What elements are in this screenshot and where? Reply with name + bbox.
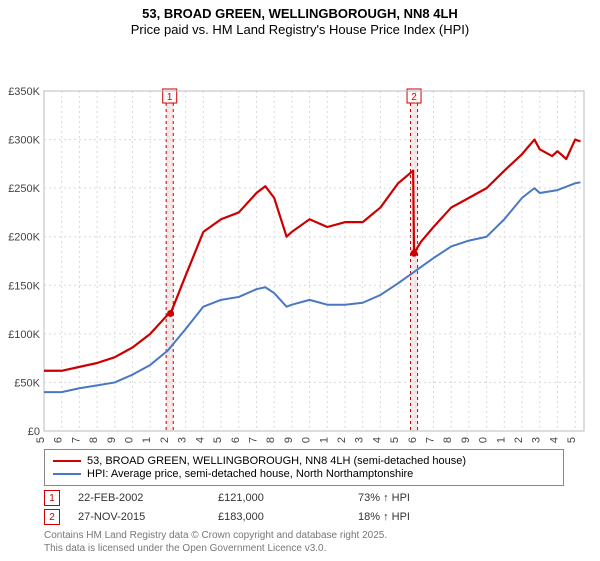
svg-text:2002: 2002 xyxy=(159,437,171,443)
svg-text:£200K: £200K xyxy=(8,232,40,244)
legend-label: 53, BROAD GREEN, WELLINGBOROUGH, NN8 4LH… xyxy=(87,455,466,467)
svg-text:2007: 2007 xyxy=(247,437,259,443)
footer: Contains HM Land Registry data © Crown c… xyxy=(44,529,588,555)
svg-text:2009: 2009 xyxy=(283,437,295,443)
marker-table: 1 22-FEB-2002 £121,000 73% ↑ HPI 2 27-NO… xyxy=(44,490,564,525)
legend-row: 53, BROAD GREEN, WELLINGBOROUGH, NN8 4LH… xyxy=(53,455,555,467)
chart-container: 53, BROAD GREEN, WELLINGBOROUGH, NN8 4LH… xyxy=(0,0,600,555)
svg-text:£150K: £150K xyxy=(8,280,40,292)
svg-text:1999: 1999 xyxy=(106,437,118,443)
marker-price: £121,000 xyxy=(218,492,358,504)
marker-price: £183,000 xyxy=(218,511,358,523)
svg-text:2021: 2021 xyxy=(495,437,507,443)
svg-text:£50K: £50K xyxy=(14,377,40,389)
svg-text:2011: 2011 xyxy=(318,437,330,443)
legend-row: HPI: Average price, semi-detached house,… xyxy=(53,468,555,480)
title-line-1: 53, BROAD GREEN, WELLINGBOROUGH, NN8 4LH xyxy=(0,6,600,21)
marker-pct: 18% ↑ HPI xyxy=(358,511,498,523)
chart-area: 12£0£50K£100K£150K£200K£250K£300K£350K19… xyxy=(0,45,600,443)
marker-row: 1 22-FEB-2002 £121,000 73% ↑ HPI xyxy=(44,490,564,506)
marker-badge: 1 xyxy=(44,490,60,506)
svg-text:2006: 2006 xyxy=(230,437,242,443)
title-line-2: Price paid vs. HM Land Registry's House … xyxy=(0,22,600,37)
svg-text:2015: 2015 xyxy=(389,437,401,443)
svg-text:2018: 2018 xyxy=(442,437,454,443)
svg-text:2025: 2025 xyxy=(566,437,578,443)
svg-text:2019: 2019 xyxy=(460,437,472,443)
svg-text:2008: 2008 xyxy=(265,437,277,443)
svg-text:1998: 1998 xyxy=(88,437,100,443)
svg-text:2013: 2013 xyxy=(354,437,366,443)
chart-svg: 12£0£50K£100K£150K£200K£250K£300K£350K19… xyxy=(0,45,600,443)
svg-text:2003: 2003 xyxy=(177,437,189,443)
svg-text:2001: 2001 xyxy=(141,437,153,443)
svg-text:2017: 2017 xyxy=(425,437,437,443)
marker-row: 2 27-NOV-2015 £183,000 18% ↑ HPI xyxy=(44,509,564,525)
title-block: 53, BROAD GREEN, WELLINGBOROUGH, NN8 4LH… xyxy=(0,0,600,37)
svg-text:2020: 2020 xyxy=(478,437,490,443)
svg-text:2024: 2024 xyxy=(548,437,560,443)
marker-date: 27-NOV-2015 xyxy=(78,511,218,523)
svg-text:2016: 2016 xyxy=(407,437,419,443)
svg-text:1997: 1997 xyxy=(70,437,82,443)
svg-text:1995: 1995 xyxy=(35,437,47,443)
svg-text:£250K: £250K xyxy=(8,183,40,195)
svg-text:£350K: £350K xyxy=(8,86,40,98)
marker-pct: 73% ↑ HPI xyxy=(358,492,498,504)
svg-text:£300K: £300K xyxy=(8,135,40,147)
svg-text:2022: 2022 xyxy=(513,437,525,443)
legend-swatch xyxy=(53,460,81,462)
svg-text:1996: 1996 xyxy=(53,437,65,443)
svg-text:2012: 2012 xyxy=(336,437,348,443)
footer-line-2: This data is licensed under the Open Gov… xyxy=(44,542,588,555)
svg-text:£100K: £100K xyxy=(8,329,40,341)
legend-swatch xyxy=(53,473,81,475)
legend-label: HPI: Average price, semi-detached house,… xyxy=(87,468,413,480)
svg-text:£0: £0 xyxy=(28,426,40,438)
svg-text:2004: 2004 xyxy=(194,437,206,443)
marker-badge: 2 xyxy=(44,509,60,525)
svg-text:2014: 2014 xyxy=(371,437,383,443)
svg-text:2005: 2005 xyxy=(212,437,224,443)
legend: 53, BROAD GREEN, WELLINGBOROUGH, NN8 4LH… xyxy=(44,449,564,486)
svg-text:2023: 2023 xyxy=(531,437,543,443)
marker-date: 22-FEB-2002 xyxy=(78,492,218,504)
svg-text:2000: 2000 xyxy=(124,437,136,443)
footer-line-1: Contains HM Land Registry data © Crown c… xyxy=(44,529,588,542)
svg-text:2: 2 xyxy=(411,92,417,103)
svg-text:2010: 2010 xyxy=(301,437,313,443)
